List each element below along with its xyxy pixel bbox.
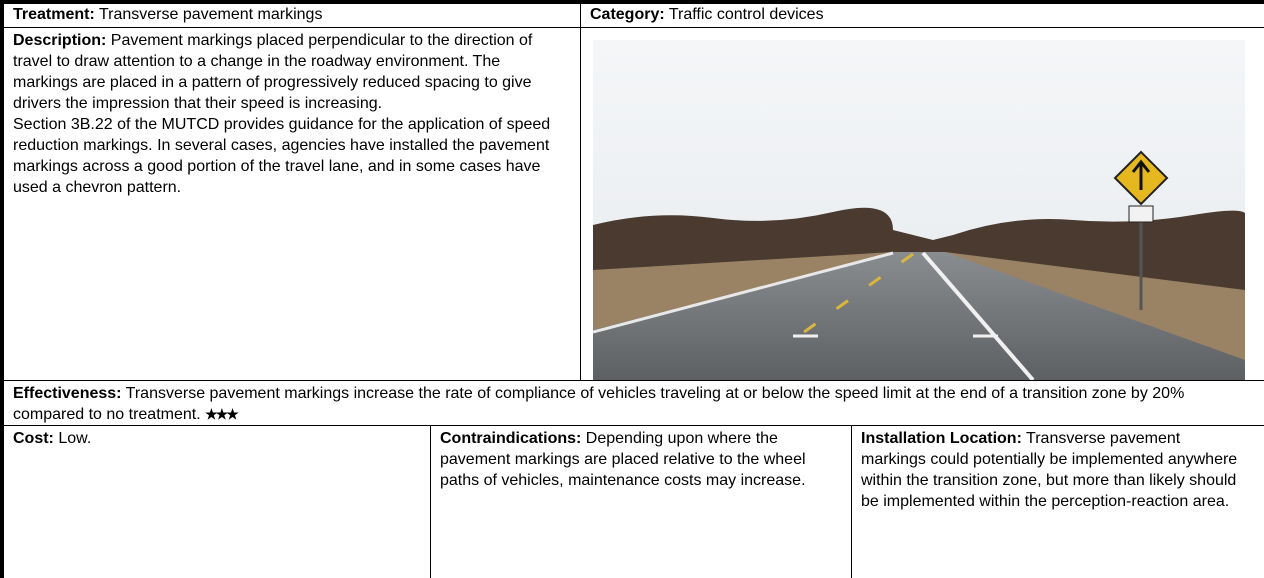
rating: ★★★ — [205, 406, 239, 422]
text: Pavement markings placed perpendicular t… — [13, 32, 533, 112]
treatment-cell: Treatment: Transverse pavement markings — [4, 4, 580, 27]
label: Installation Location: — [861, 430, 1022, 447]
label: Cost: — [13, 430, 54, 447]
row-line — [0, 27, 1264, 28]
installation-cell: Installation Location: Transverse paveme… — [852, 426, 1264, 578]
text: Transverse pavement markings could poten… — [861, 430, 1238, 510]
col-line — [430, 425, 431, 578]
value: Transverse pavement markings — [98, 6, 323, 23]
category-cell: Category: Traffic control devices — [581, 4, 1264, 27]
value: Traffic control devices — [668, 6, 824, 23]
road-photo — [593, 40, 1245, 380]
col-line — [851, 425, 852, 578]
paragraph: Section 3B.22 of the MUTCD provides guid… — [13, 116, 551, 196]
label: Description: — [13, 32, 107, 49]
text: Transverse pavement markings increase th… — [13, 385, 1185, 423]
row-line — [0, 425, 1264, 426]
label: Treatment: — [13, 6, 95, 23]
effectiveness-cell: Effectiveness: Transverse pavement marki… — [4, 381, 1264, 425]
left-border — [0, 0, 4, 578]
label: Contraindications: — [440, 430, 582, 447]
paragraph: Description: Pavement markings placed pe… — [13, 30, 566, 114]
col-line — [580, 0, 581, 380]
cost-cell: Cost: Low. — [4, 426, 430, 578]
row-line — [0, 380, 1264, 381]
contraindications-cell: Contraindications: Depending upon where … — [431, 426, 851, 578]
label: Effectiveness: — [13, 385, 122, 402]
label: Category: — [590, 6, 665, 23]
top-border — [0, 0, 1264, 4]
text: Low. — [58, 430, 92, 447]
text: Depending upon where the pavement markin… — [440, 430, 806, 489]
description-cell: Description: Pavement markings placed pe… — [4, 28, 580, 380]
